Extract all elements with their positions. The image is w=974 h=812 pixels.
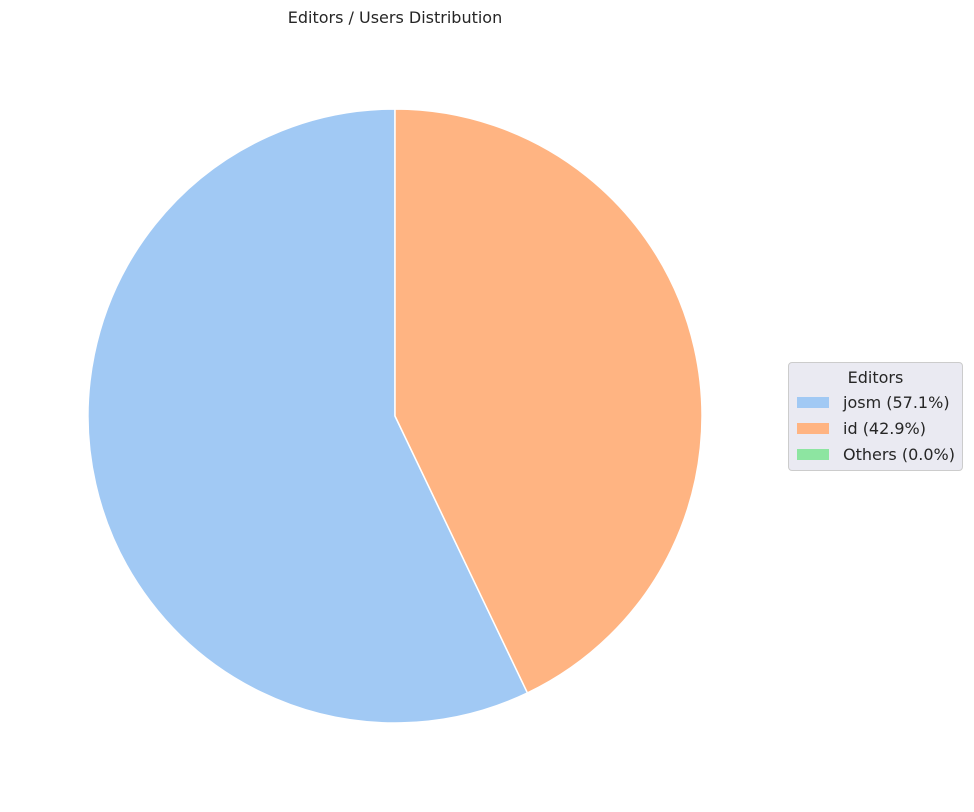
pie-slice-josm xyxy=(87,108,529,724)
pie-chart xyxy=(87,108,703,724)
legend-item-others: Others (0.0%) xyxy=(797,441,955,467)
chart-title: Editors / Users Distribution xyxy=(287,8,503,27)
legend-swatch-id xyxy=(797,422,829,434)
legend: Editors josm (57.1%) id (42.9%) Others (… xyxy=(788,362,963,471)
legend-swatch-others xyxy=(797,448,829,460)
pie-slice-id xyxy=(394,108,703,694)
legend-item-id: id (42.9%) xyxy=(797,415,954,441)
legend-label-josm: josm (57.1%) xyxy=(843,392,950,412)
legend-item-josm: josm (57.1%) xyxy=(797,389,954,415)
legend-label-id: id (42.9%) xyxy=(843,418,926,438)
legend-title: Editors xyxy=(847,368,904,387)
legend-label-others: Others (0.0%) xyxy=(843,444,955,464)
legend-swatch-josm xyxy=(797,396,829,408)
